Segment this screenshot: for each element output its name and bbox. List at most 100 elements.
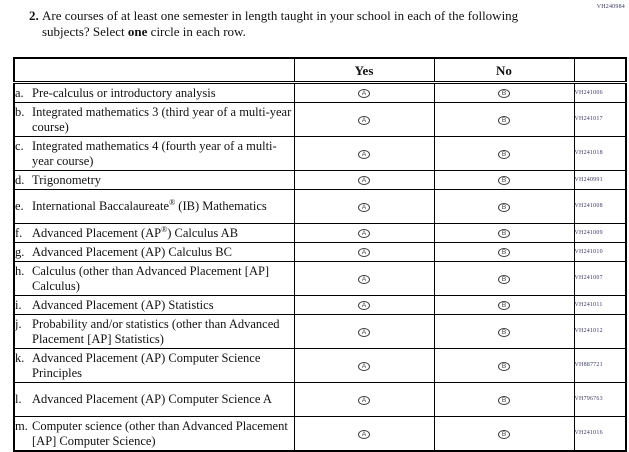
table-row: m. Computer science (other than Advanced … [13,416,627,452]
row-letter: a. [15,85,24,100]
yes-cell: A [293,136,435,171]
question-block: 2. Are courses of at least one semester … [29,8,549,40]
header-yes: Yes [293,57,435,84]
question-text-part1: Are courses of at least one semester in … [42,8,519,39]
row-code: VH241008 [573,189,627,224]
no-cell: B [433,223,575,243]
yes-cell: A [293,170,435,190]
no-cell: B [433,416,575,452]
no-response-oval[interactable]: B [498,176,510,186]
yes-response-oval[interactable]: A [358,248,370,258]
row-course-cell: c. Integrated mathematics 4 (fourth year … [13,136,295,171]
table-row: j. Probability and/or statistics (other t… [13,314,627,349]
yes-response-oval[interactable]: A [358,115,370,125]
row-code: VH241007 [573,261,627,296]
table-row: g. Advanced Placement (AP) Calculus BC A B V… [13,242,627,262]
row-code: VH241006 [573,82,627,103]
row-label: Advanced Placement (AP) Computer Science… [32,392,272,406]
yes-cell: A [293,223,435,243]
no-response-oval[interactable]: B [498,202,510,212]
yes-cell: A [293,348,435,383]
no-response-oval[interactable]: B [498,361,510,371]
yes-cell: A [293,416,435,452]
table-row: a. Pre-calculus or introductory analysis A… [13,82,627,103]
row-course-cell: f. Advanced Placement (AP®) Calculus AB [13,223,295,243]
row-course-cell: k. Advanced Placement (AP) Computer Scien… [13,348,295,383]
yes-response-oval[interactable]: A [358,89,370,99]
row-letter: k. [15,350,25,365]
row-code: VH241017 [573,102,627,137]
no-cell: B [433,348,575,383]
no-cell: B [433,136,575,171]
row-label: Advanced Placement (AP) Statistics [32,297,214,312]
row-letter: f. [15,225,23,240]
question-text-bold: one [127,24,148,39]
row-course-cell: i. Advanced Placement (AP) Statistics [13,295,295,315]
row-label: Integrated mathematics 4 (fourth year of… [32,138,277,168]
row-code: VH241010 [573,242,627,262]
table-body: a. Pre-calculus or introductory analysis A… [13,82,627,452]
yes-response-oval[interactable]: A [358,176,370,186]
row-code: VH241011 [573,295,627,315]
no-cell: B [433,189,575,224]
table-row: h. Calculus (other than Advanced Placemen… [13,261,627,296]
row-code: VH241012 [573,314,627,349]
row-label: Computer science (other than Advanced Pl… [32,418,288,448]
question-text: Are courses of at least one semester in … [42,8,542,40]
header-no: No [433,57,575,84]
yes-cell: A [293,295,435,315]
page-accession-code: VH240984 [596,4,625,10]
no-response-oval[interactable]: B [498,115,510,125]
question-text-part2: circle in each row. [147,24,246,39]
yes-response-oval[interactable]: A [358,327,370,337]
row-code: VH241009 [573,223,627,243]
no-response-oval[interactable]: B [498,229,510,239]
no-cell: B [433,102,575,137]
row-label: Trigonometry [32,172,101,187]
yes-response-oval[interactable]: A [358,149,370,159]
table-row: c. Integrated mathematics 4 (fourth year … [13,136,627,171]
row-label: Calculus (other than Advanced Placement … [32,263,270,293]
yes-response-oval[interactable]: A [358,274,370,284]
row-label: Advanced Placement (AP) Computer Science… [32,350,261,380]
table-row: l. Advanced Placement (AP) Computer Scien… [13,382,627,417]
row-code: VH240991 [573,170,627,190]
row-course-cell: g. Advanced Placement (AP) Calculus BC [13,242,295,262]
no-cell: B [433,382,575,417]
no-cell: B [433,242,575,262]
no-response-oval[interactable]: B [498,429,510,439]
yes-cell: A [293,261,435,296]
yes-response-oval[interactable]: A [358,229,370,239]
yes-response-oval[interactable]: A [358,361,370,371]
yes-response-oval[interactable]: A [358,395,370,405]
question-number: 2. [29,8,39,23]
row-letter: d. [15,172,25,187]
row-label: Advanced Placement (AP) Calculus BC [32,244,232,259]
no-response-oval[interactable]: B [498,89,510,99]
table-header-row: Yes No [13,57,627,84]
no-response-oval[interactable]: B [498,395,510,405]
no-cell: B [433,314,575,349]
no-response-oval[interactable]: B [498,327,510,337]
no-cell: B [433,261,575,296]
row-letter: j. [15,316,22,331]
row-course-cell: m. Computer science (other than Advanced … [13,416,295,452]
no-response-oval[interactable]: B [498,149,510,159]
yes-cell: A [293,382,435,417]
yes-cell: A [293,189,435,224]
yes-response-oval[interactable]: A [358,429,370,439]
yes-cell: A [293,314,435,349]
row-label: Advanced Placement (AP®) Calculus AB [32,224,239,240]
row-letter: b. [15,104,25,119]
row-label: Probability and/or statistics (other tha… [32,316,280,346]
row-label: International Baccalaureate® (IB) Mathem… [32,197,267,213]
row-course-cell: l. Advanced Placement (AP) Computer Scien… [13,382,295,417]
no-cell: B [433,170,575,190]
no-response-oval[interactable]: B [498,274,510,284]
yes-response-oval[interactable]: A [358,301,370,311]
no-response-oval[interactable]: B [498,248,510,258]
no-response-oval[interactable]: B [498,301,510,311]
survey-page: { "page": { "code": "VH240984" }, "quest… [13,4,627,452]
row-code: VH241016 [573,416,627,452]
yes-response-oval[interactable]: A [358,202,370,212]
